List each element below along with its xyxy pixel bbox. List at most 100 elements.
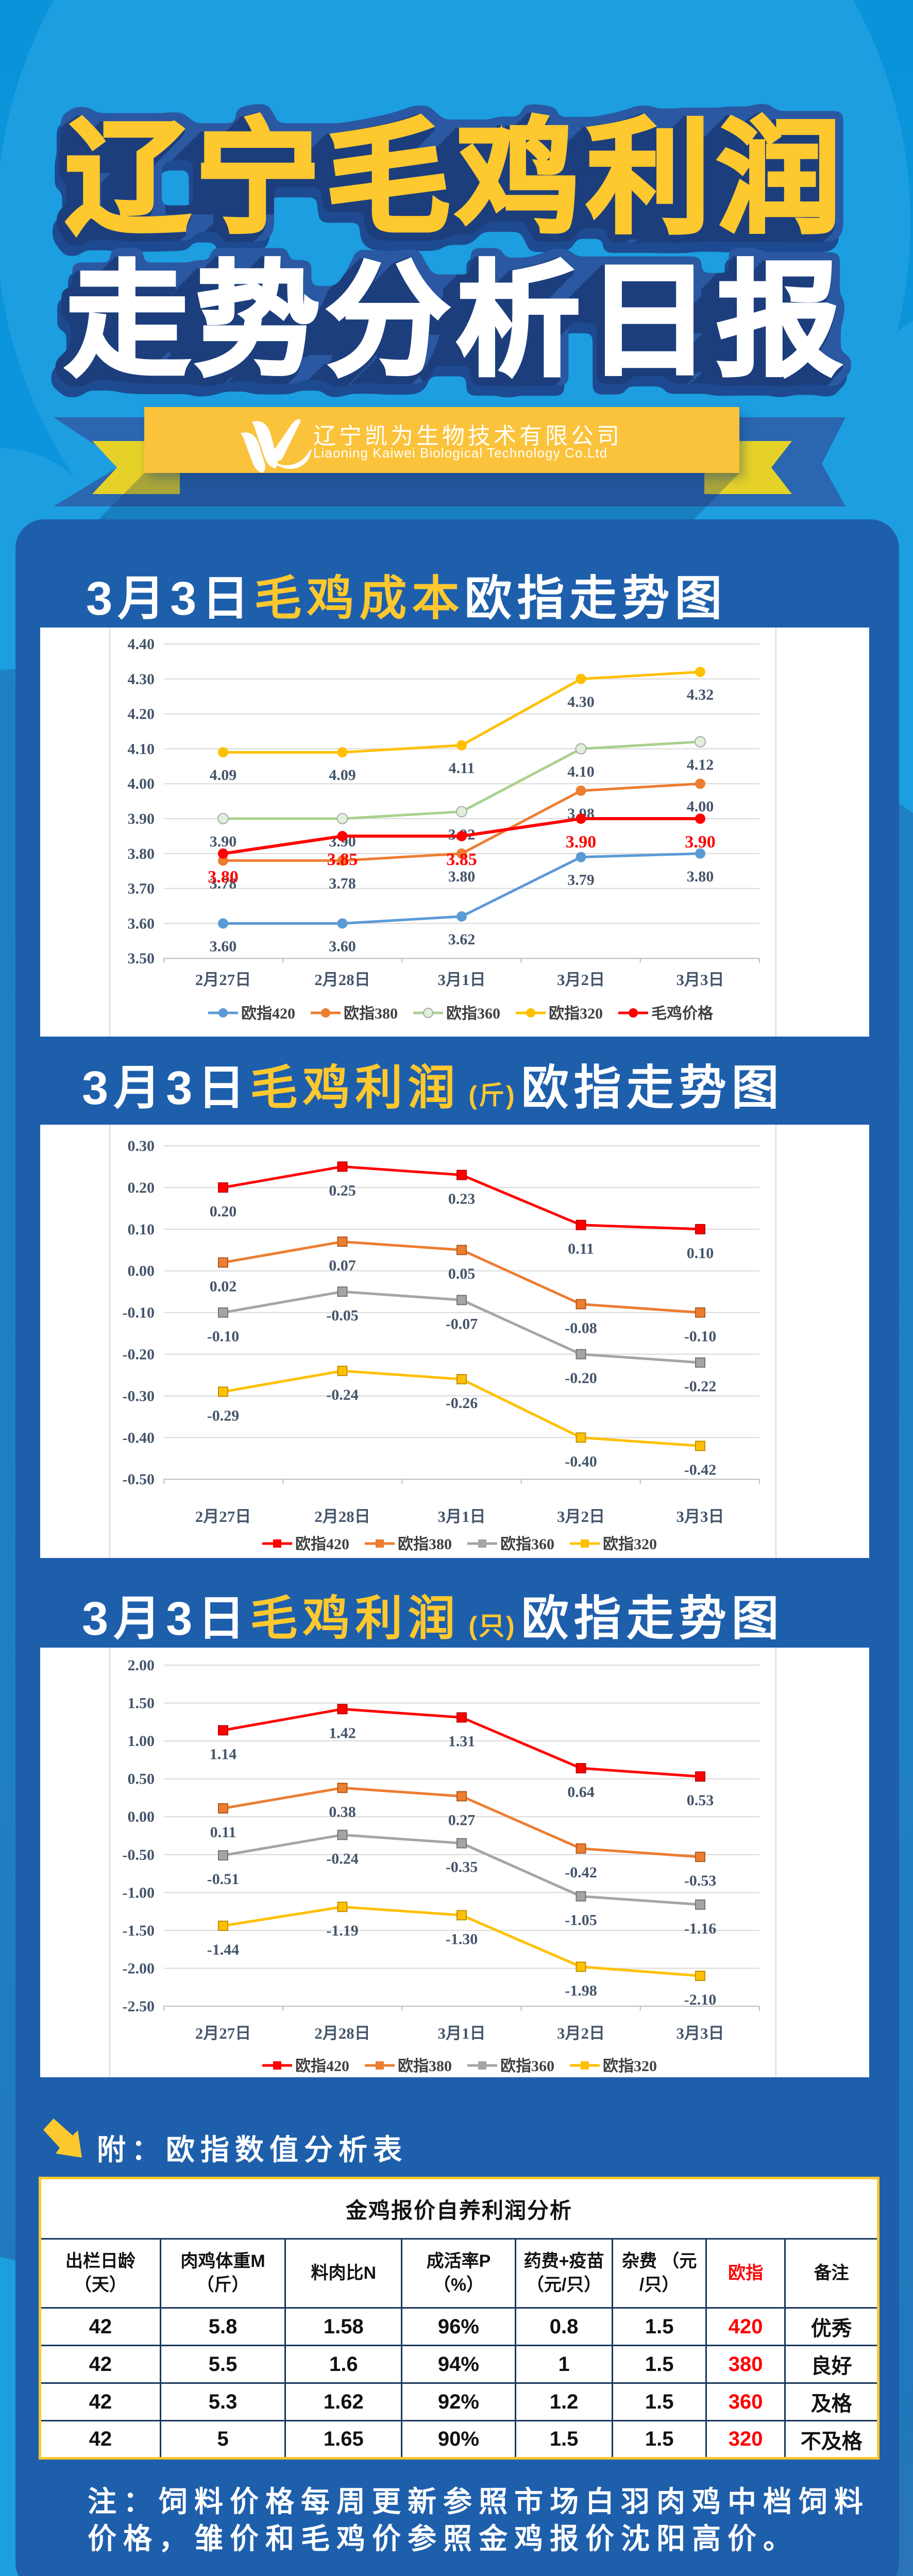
svg-text:-0.53: -0.53 — [684, 1872, 717, 1889]
svg-text:-0.35: -0.35 — [446, 1859, 478, 1876]
svg-text:-1.16: -1.16 — [684, 1920, 717, 1937]
svg-text:0.50: 0.50 — [128, 1771, 155, 1788]
svg-text:4.12: 4.12 — [687, 756, 714, 773]
svg-text:4.11: 4.11 — [449, 760, 475, 777]
svg-text:-0.10: -0.10 — [123, 1304, 155, 1321]
svg-text:1.50: 1.50 — [128, 1695, 155, 1712]
svg-text:欧指320: 欧指320 — [549, 1005, 603, 1022]
svg-text:2月27日: 2月27日 — [195, 971, 251, 989]
svg-text:3月2日: 3月2日 — [557, 2024, 605, 2042]
svg-text:1.42: 1.42 — [329, 1724, 356, 1741]
svg-text:3.85: 3.85 — [446, 850, 477, 869]
svg-text:3月3日: 3月3日 — [677, 2024, 724, 2042]
svg-text:-2.00: -2.00 — [123, 1960, 155, 1977]
svg-text:1.14: 1.14 — [210, 1746, 237, 1763]
svg-text:-1.00: -1.00 — [123, 1884, 155, 1901]
svg-text:3.90: 3.90 — [128, 810, 155, 827]
svg-text:1.31: 1.31 — [448, 1733, 476, 1750]
svg-text:4.10: 4.10 — [128, 740, 155, 757]
svg-text:欧指420: 欧指420 — [241, 1005, 295, 1022]
svg-text:-1.05: -1.05 — [565, 1912, 597, 1929]
svg-text:欧指380: 欧指380 — [344, 1005, 398, 1022]
svg-text:-1.44: -1.44 — [207, 1941, 240, 1958]
svg-text:-0.08: -0.08 — [565, 1319, 597, 1336]
svg-text:3月2日: 3月2日 — [557, 971, 605, 989]
svg-text:-0.10: -0.10 — [207, 1328, 240, 1345]
svg-text:3.90: 3.90 — [210, 833, 237, 850]
svg-text:3.79: 3.79 — [567, 872, 595, 889]
svg-text:-0.42: -0.42 — [684, 1462, 717, 1479]
svg-text:3.90: 3.90 — [685, 833, 716, 852]
svg-text:3.80: 3.80 — [448, 868, 476, 885]
svg-text:0.11: 0.11 — [568, 1241, 594, 1258]
svg-text:0.02: 0.02 — [210, 1278, 237, 1295]
svg-text:0.64: 0.64 — [567, 1784, 595, 1801]
svg-text:欧指380: 欧指380 — [398, 1536, 452, 1553]
svg-text:4.40: 4.40 — [128, 636, 155, 653]
svg-text:0.30: 0.30 — [128, 1138, 155, 1155]
svg-text:3月3日: 3月3日 — [677, 1507, 724, 1526]
svg-text:欧指360: 欧指360 — [500, 2058, 554, 2075]
svg-text:-0.40: -0.40 — [565, 1453, 597, 1470]
svg-text:4.30: 4.30 — [128, 671, 155, 688]
svg-text:-1.98: -1.98 — [565, 1982, 597, 1999]
svg-text:3.80: 3.80 — [687, 868, 714, 885]
svg-text:3.78: 3.78 — [329, 875, 356, 892]
svg-text:-1.30: -1.30 — [446, 1930, 478, 1947]
svg-text:0.07: 0.07 — [329, 1257, 356, 1274]
svg-text:3.80: 3.80 — [208, 868, 239, 887]
svg-text:-0.51: -0.51 — [207, 1871, 240, 1888]
svg-text:-0.42: -0.42 — [565, 1864, 597, 1881]
svg-text:4.30: 4.30 — [567, 693, 595, 710]
svg-text:1.00: 1.00 — [128, 1733, 155, 1750]
svg-text:3月1日: 3月1日 — [438, 2024, 486, 2042]
svg-text:欧指420: 欧指420 — [295, 1536, 349, 1553]
svg-text:3月1日: 3月1日 — [438, 1507, 486, 1526]
svg-text:-2.50: -2.50 — [123, 1998, 155, 2015]
svg-text:0.10: 0.10 — [687, 1245, 714, 1262]
svg-text:4.00: 4.00 — [128, 775, 155, 792]
svg-text:-0.50: -0.50 — [123, 1846, 155, 1863]
svg-text:0.27: 0.27 — [448, 1812, 476, 1829]
svg-text:3月1日: 3月1日 — [438, 971, 486, 989]
svg-text:欧指360: 欧指360 — [446, 1005, 500, 1022]
svg-text:2.00: 2.00 — [128, 1657, 155, 1674]
svg-text:-2.10: -2.10 — [684, 1991, 717, 2008]
svg-text:2月27日: 2月27日 — [195, 1507, 251, 1526]
svg-text:0.00: 0.00 — [128, 1263, 155, 1280]
svg-text:3.62: 3.62 — [448, 931, 476, 948]
svg-text:欧指380: 欧指380 — [398, 2058, 452, 2075]
svg-text:欧指320: 欧指320 — [603, 1536, 657, 1553]
svg-text:3.60: 3.60 — [210, 938, 237, 955]
svg-text:3.60: 3.60 — [128, 915, 155, 932]
svg-text:3.60: 3.60 — [329, 938, 356, 955]
svg-text:3.80: 3.80 — [128, 845, 155, 862]
svg-text:-1.19: -1.19 — [326, 1922, 359, 1939]
svg-text:-0.29: -0.29 — [207, 1407, 240, 1424]
svg-text:-0.24: -0.24 — [326, 1851, 359, 1868]
svg-text:0.00: 0.00 — [128, 1808, 155, 1825]
svg-text:0.05: 0.05 — [448, 1265, 476, 1282]
svg-text:0.11: 0.11 — [210, 1824, 236, 1841]
svg-text:0.23: 0.23 — [448, 1191, 476, 1208]
svg-text:-0.05: -0.05 — [326, 1307, 359, 1324]
svg-text:-0.30: -0.30 — [123, 1387, 155, 1404]
svg-text:4.09: 4.09 — [329, 767, 356, 784]
svg-text:4.20: 4.20 — [128, 706, 155, 723]
svg-text:-0.20: -0.20 — [565, 1370, 597, 1387]
svg-text:0.25: 0.25 — [329, 1182, 356, 1199]
svg-text:3月2日: 3月2日 — [557, 1507, 605, 1526]
svg-text:0.53: 0.53 — [687, 1792, 714, 1809]
svg-text:2月28日: 2月28日 — [314, 2024, 370, 2042]
svg-text:欧指360: 欧指360 — [500, 1536, 554, 1553]
svg-text:3月3日: 3月3日 — [677, 971, 724, 989]
svg-text:3.50: 3.50 — [128, 950, 155, 967]
svg-text:-0.07: -0.07 — [446, 1315, 478, 1332]
svg-text:毛鸡价格: 毛鸡价格 — [651, 1005, 714, 1022]
svg-text:-0.10: -0.10 — [684, 1328, 717, 1345]
svg-text:3.90: 3.90 — [566, 833, 597, 852]
svg-text:0.20: 0.20 — [128, 1179, 155, 1196]
svg-text:-0.40: -0.40 — [123, 1429, 155, 1446]
svg-text:0.20: 0.20 — [210, 1203, 237, 1220]
svg-text:-0.20: -0.20 — [123, 1346, 155, 1363]
